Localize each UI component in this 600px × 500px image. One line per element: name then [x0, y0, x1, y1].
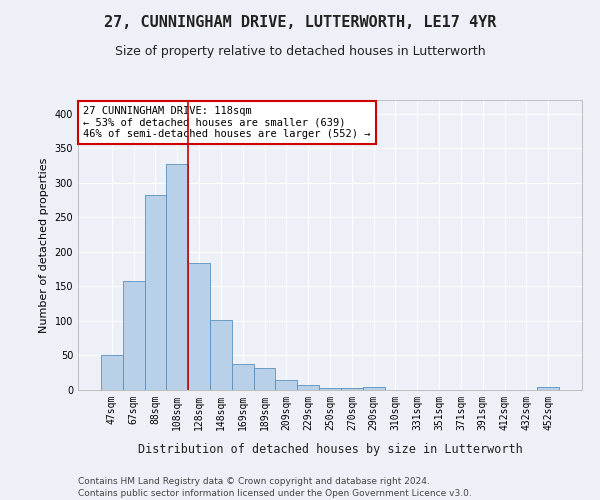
Bar: [537, 386, 559, 390]
Bar: [188, 263, 210, 390]
Bar: [166, 164, 188, 390]
Bar: [275, 380, 297, 390]
Bar: [254, 368, 275, 390]
Bar: [319, 388, 341, 390]
Bar: [101, 356, 123, 390]
Bar: [232, 364, 254, 390]
Text: Distribution of detached houses by size in Lutterworth: Distribution of detached houses by size …: [137, 442, 523, 456]
Text: Contains public sector information licensed under the Open Government Licence v3: Contains public sector information licen…: [78, 489, 472, 498]
Text: 27 CUNNINGHAM DRIVE: 118sqm
← 53% of detached houses are smaller (639)
46% of se: 27 CUNNINGHAM DRIVE: 118sqm ← 53% of det…: [83, 106, 371, 139]
Bar: [210, 320, 232, 390]
Bar: [123, 281, 145, 390]
Bar: [363, 386, 385, 390]
Text: 27, CUNNINGHAM DRIVE, LUTTERWORTH, LE17 4YR: 27, CUNNINGHAM DRIVE, LUTTERWORTH, LE17 …: [104, 15, 496, 30]
Bar: [297, 385, 319, 390]
Text: Size of property relative to detached houses in Lutterworth: Size of property relative to detached ho…: [115, 45, 485, 58]
Text: Contains HM Land Registry data © Crown copyright and database right 2024.: Contains HM Land Registry data © Crown c…: [78, 478, 430, 486]
Bar: [145, 194, 166, 390]
Bar: [341, 388, 363, 390]
Y-axis label: Number of detached properties: Number of detached properties: [39, 158, 49, 332]
